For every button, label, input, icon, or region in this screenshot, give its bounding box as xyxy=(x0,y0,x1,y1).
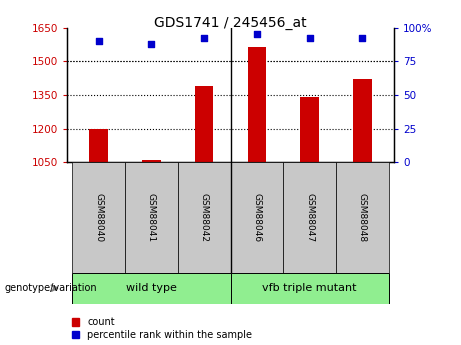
Bar xyxy=(72,273,230,304)
Bar xyxy=(177,162,230,273)
Text: vfb triple mutant: vfb triple mutant xyxy=(262,283,357,293)
Text: GDS1741 / 245456_at: GDS1741 / 245456_at xyxy=(154,16,307,30)
Text: GSM88048: GSM88048 xyxy=(358,193,367,242)
Bar xyxy=(125,162,177,273)
Bar xyxy=(230,273,389,304)
Text: GSM88042: GSM88042 xyxy=(200,193,209,242)
Bar xyxy=(301,97,319,162)
Bar xyxy=(142,160,160,162)
Bar xyxy=(230,162,284,273)
Point xyxy=(306,36,313,41)
Bar xyxy=(195,86,213,162)
Bar xyxy=(248,47,266,162)
Legend: count, percentile rank within the sample: count, percentile rank within the sample xyxy=(72,317,252,340)
Point xyxy=(359,36,366,41)
Point xyxy=(253,31,260,37)
Text: wild type: wild type xyxy=(126,283,177,293)
Point xyxy=(95,38,102,44)
Bar xyxy=(284,162,336,273)
Bar xyxy=(89,128,108,162)
Text: GSM88040: GSM88040 xyxy=(94,193,103,242)
Text: GSM88047: GSM88047 xyxy=(305,193,314,242)
Bar xyxy=(72,162,125,273)
Text: GSM88041: GSM88041 xyxy=(147,193,156,242)
Bar xyxy=(336,162,389,273)
Point xyxy=(201,36,208,41)
Bar xyxy=(353,79,372,162)
Text: genotype/variation: genotype/variation xyxy=(5,283,97,293)
Point xyxy=(148,41,155,47)
Text: GSM88046: GSM88046 xyxy=(252,193,261,242)
